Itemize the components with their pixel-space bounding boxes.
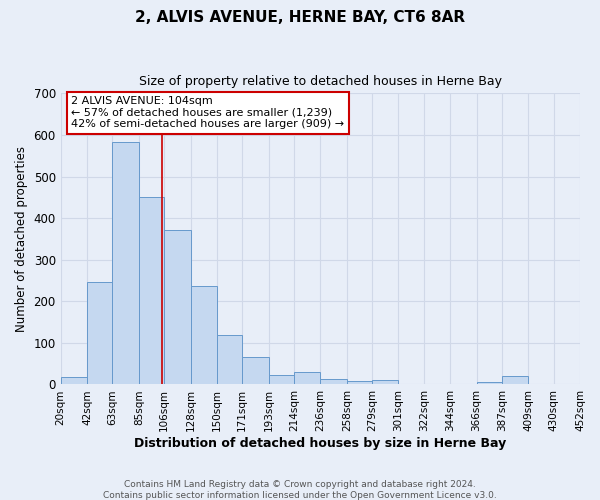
Bar xyxy=(372,380,398,384)
Title: Size of property relative to detached houses in Herne Bay: Size of property relative to detached ho… xyxy=(139,75,502,88)
X-axis label: Distribution of detached houses by size in Herne Bay: Distribution of detached houses by size … xyxy=(134,437,506,450)
Bar xyxy=(139,198,164,384)
Bar xyxy=(112,142,139,384)
Bar xyxy=(320,380,347,384)
Bar xyxy=(191,286,217,384)
Bar xyxy=(164,230,191,384)
Text: 2 ALVIS AVENUE: 104sqm
← 57% of detached houses are smaller (1,239)
42% of semi-: 2 ALVIS AVENUE: 104sqm ← 57% of detached… xyxy=(71,96,344,130)
Bar xyxy=(476,382,502,384)
Bar xyxy=(269,376,294,384)
Text: 2, ALVIS AVENUE, HERNE BAY, CT6 8AR: 2, ALVIS AVENUE, HERNE BAY, CT6 8AR xyxy=(135,10,465,25)
Bar xyxy=(347,381,372,384)
Bar xyxy=(87,282,112,385)
Bar xyxy=(61,377,87,384)
Y-axis label: Number of detached properties: Number of detached properties xyxy=(15,146,28,332)
Bar xyxy=(242,356,269,384)
Bar xyxy=(217,334,242,384)
Bar xyxy=(502,376,529,384)
Text: Contains HM Land Registry data © Crown copyright and database right 2024.
Contai: Contains HM Land Registry data © Crown c… xyxy=(103,480,497,500)
Bar xyxy=(294,372,320,384)
